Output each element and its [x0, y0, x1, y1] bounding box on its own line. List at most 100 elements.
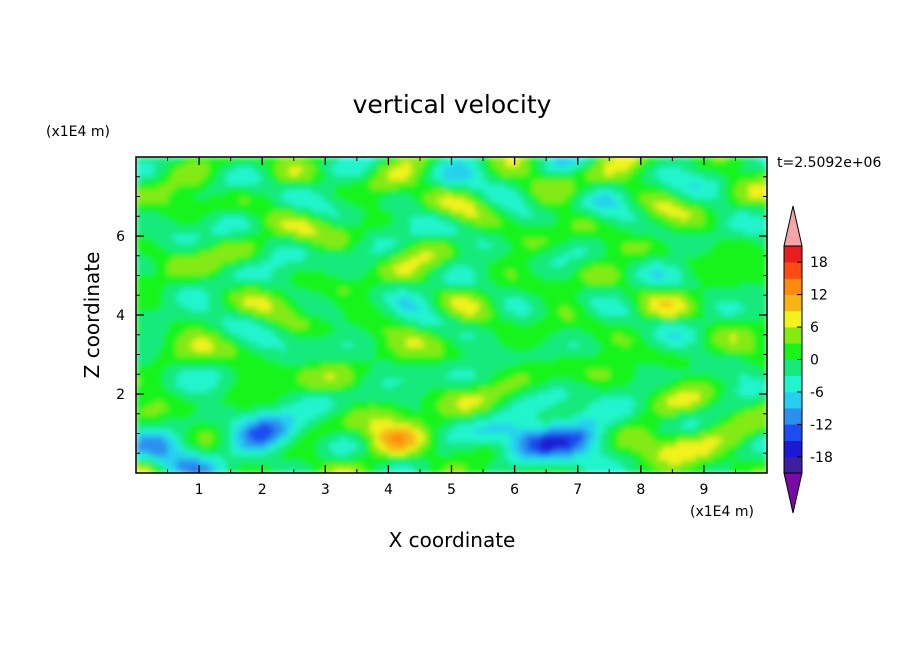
field-cell [145, 450, 151, 456]
field-cell [158, 468, 164, 473]
field-cell [600, 355, 606, 361]
field-cell [230, 333, 236, 339]
field-cell [627, 337, 633, 343]
field-cell [613, 432, 619, 438]
field-cell [631, 364, 637, 370]
field-cell [397, 391, 403, 397]
field-cell [415, 436, 421, 443]
field-cell [194, 378, 200, 384]
field-cell [149, 319, 155, 325]
field-cell [690, 450, 696, 456]
field-cell [532, 445, 538, 452]
field-cell [591, 387, 597, 393]
field-cell [469, 355, 475, 361]
field-cell [609, 387, 615, 393]
field-cell [419, 315, 426, 321]
field-cell [320, 378, 326, 384]
field-cell [392, 387, 399, 393]
field-cell [257, 423, 263, 429]
field-cell [266, 346, 272, 352]
field-cell [694, 459, 701, 465]
field-cell [284, 369, 290, 375]
field-cell [343, 432, 349, 438]
field-cell [474, 414, 480, 420]
field-cell [194, 382, 200, 388]
field-cell [280, 432, 286, 438]
field-cell [424, 459, 430, 465]
field-cell [235, 436, 241, 443]
field-cell [672, 418, 678, 425]
field-cell [419, 400, 426, 406]
field-cell [401, 373, 408, 379]
field-cell [519, 378, 525, 384]
field-cell [208, 310, 214, 316]
field-cell [311, 423, 317, 429]
field-cell [523, 414, 529, 420]
field-cell [523, 319, 529, 325]
field-cell [163, 445, 169, 452]
field-cell [577, 454, 583, 461]
field-cell [356, 324, 363, 330]
field-cell [654, 315, 660, 321]
field-cell [248, 463, 254, 470]
field-cell [586, 378, 592, 384]
field-cell [158, 454, 164, 461]
field-cell [537, 441, 543, 447]
field-cell [221, 382, 227, 388]
field-cell [325, 432, 331, 438]
field-cell [176, 396, 182, 402]
field-cell [681, 373, 687, 379]
field-cell [591, 400, 597, 406]
field-cell [681, 468, 687, 473]
field-cell [329, 360, 336, 366]
field-cell [271, 436, 277, 443]
field-cell [451, 373, 457, 379]
field-cell [478, 441, 484, 447]
field-cell [496, 351, 502, 357]
field-cell [474, 315, 480, 321]
field-cell [658, 333, 665, 339]
field-cell [496, 333, 502, 339]
field-cell [699, 355, 705, 361]
field-cell [631, 409, 637, 416]
field-cell [469, 441, 475, 447]
field-cell [424, 463, 430, 470]
field-cell [428, 351, 435, 357]
field-cell [537, 400, 543, 406]
field-cell [730, 351, 737, 357]
field-cell [474, 459, 480, 465]
field-cell [298, 436, 304, 443]
field-cell [298, 423, 304, 429]
field-cell [726, 369, 732, 375]
field-cell [640, 319, 647, 325]
field-cell [280, 351, 286, 357]
field-cell [721, 418, 728, 425]
field-cell [230, 337, 236, 343]
field-cell [537, 454, 543, 461]
field-cell [401, 378, 408, 384]
field-cell [595, 351, 601, 357]
field-cell [446, 423, 453, 429]
field-cell [636, 391, 642, 397]
field-cell [356, 454, 363, 461]
field-cell [451, 378, 457, 384]
field-cell [140, 427, 146, 434]
field-cell [257, 400, 263, 406]
field-cell [145, 432, 151, 438]
field-cell [410, 432, 417, 438]
field-cell [757, 319, 764, 325]
field-cell [424, 387, 430, 393]
field-cell [311, 360, 317, 366]
field-cell [510, 463, 516, 470]
field-cell [658, 405, 665, 411]
field-cell [465, 423, 471, 429]
field-cell [302, 355, 308, 361]
field-cell [410, 396, 417, 402]
field-cell [415, 378, 421, 384]
field-cell [149, 346, 155, 352]
field-cell [181, 441, 187, 447]
field-cell [275, 387, 281, 393]
field-cell [365, 445, 372, 452]
field-cell [280, 418, 286, 425]
field-cell [275, 351, 281, 357]
